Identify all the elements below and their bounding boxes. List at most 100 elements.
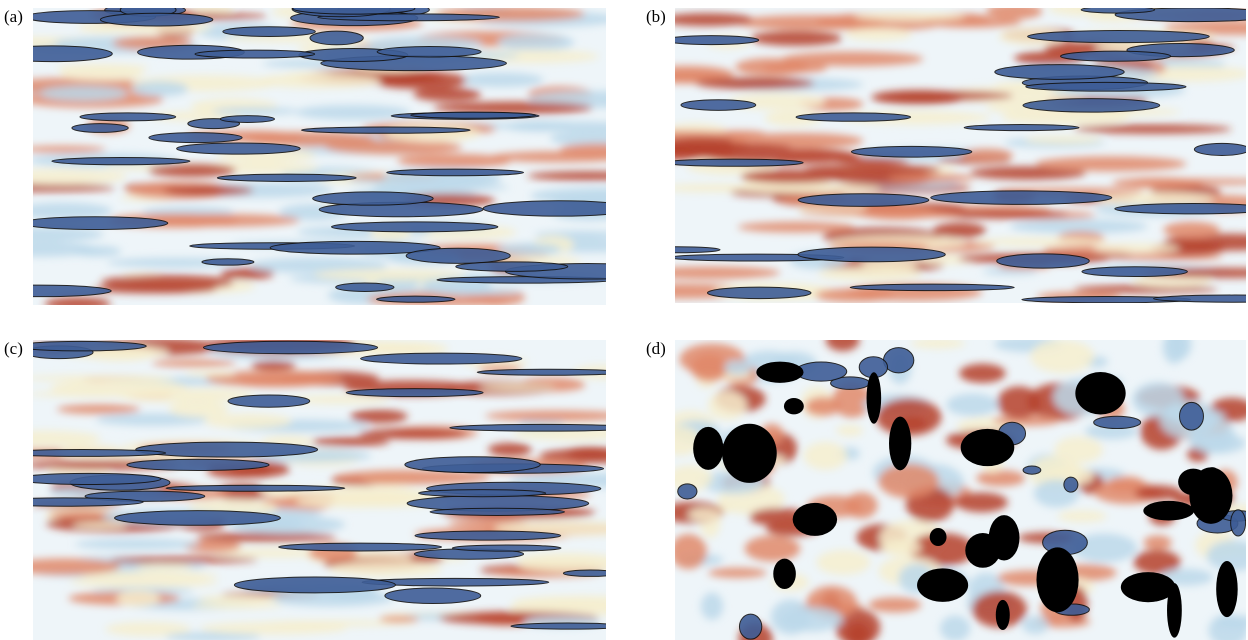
black-region — [722, 423, 777, 483]
field-blob — [836, 425, 864, 437]
field-blob — [996, 386, 1041, 419]
low-speed-streak — [165, 484, 346, 492]
field-blob — [723, 360, 752, 376]
field-blob — [433, 101, 593, 115]
panel-label: (a) — [4, 7, 23, 26]
field-blob — [910, 340, 966, 349]
field-blob — [550, 129, 606, 147]
low-speed-streak — [930, 190, 1113, 205]
field-blob — [695, 77, 815, 90]
black-region — [960, 428, 1015, 467]
field-blob — [183, 539, 242, 553]
field-blob — [328, 560, 443, 578]
field-blob — [48, 510, 117, 519]
low-speed-streak — [1025, 81, 1187, 92]
field-blob — [877, 91, 1014, 101]
field-blob — [946, 393, 999, 417]
low-speed-streak — [216, 173, 357, 182]
low-speed-streak — [795, 112, 912, 122]
field-blob — [1001, 108, 1130, 126]
low-speed-streak — [79, 112, 177, 122]
low-speed-streak — [269, 240, 441, 255]
field-blob — [880, 539, 922, 556]
low-speed-streak — [309, 30, 364, 46]
field-blob — [815, 288, 894, 303]
field-blob — [1035, 156, 1187, 172]
field-panel — [33, 8, 606, 305]
black-region — [889, 416, 912, 471]
black-region — [1216, 561, 1238, 618]
field-blob — [764, 109, 822, 127]
field-blob — [74, 538, 201, 550]
low-speed-streak — [418, 489, 547, 498]
black-region — [773, 558, 796, 589]
field-blob — [56, 404, 141, 415]
field-blob — [749, 30, 843, 46]
low-speed-streak — [1081, 266, 1188, 278]
low-speed-streak — [850, 145, 973, 158]
field-blob — [878, 463, 940, 499]
low-speed-streak — [278, 542, 443, 552]
field-blob — [33, 375, 177, 382]
field-blob — [105, 621, 192, 637]
field-blob — [1150, 241, 1226, 256]
panel-label: (c) — [4, 339, 23, 358]
field-blob — [1133, 549, 1181, 575]
low-speed-streak — [33, 449, 167, 457]
field-blob — [1057, 510, 1107, 523]
field-blob — [504, 120, 573, 132]
field-blob — [203, 413, 292, 429]
field-blob — [81, 571, 219, 579]
low-speed-streak — [148, 132, 243, 144]
field-blob — [1024, 136, 1103, 144]
low-speed-streak — [194, 49, 316, 59]
field-blob — [762, 62, 828, 74]
low-speed-streak — [410, 111, 537, 119]
low-speed-streak — [677, 483, 698, 500]
field-blob — [33, 168, 127, 185]
low-speed-streak — [99, 12, 214, 27]
field-blob — [1160, 568, 1213, 586]
field-blob — [982, 268, 1039, 275]
field-blob — [242, 131, 375, 147]
field-blob — [358, 428, 468, 440]
black-region — [995, 599, 1010, 630]
field-blob — [131, 81, 189, 97]
field-blob — [1071, 533, 1137, 563]
field-blob — [33, 202, 112, 220]
field-blob — [72, 521, 128, 529]
field-blob — [831, 382, 872, 418]
field-blob — [688, 507, 722, 522]
field-blob — [708, 567, 767, 578]
field-blob — [1143, 535, 1172, 551]
field-blob — [496, 243, 562, 256]
low-speed-streak — [33, 216, 169, 230]
field-blob — [518, 557, 606, 573]
low-speed-streak — [126, 458, 270, 471]
field-blob — [805, 396, 841, 416]
low-speed-streak — [1178, 401, 1204, 431]
field-blob — [295, 104, 411, 120]
low-speed-streak — [376, 46, 482, 58]
field-blob — [803, 441, 848, 470]
low-speed-streak — [345, 388, 484, 398]
field-blob — [1073, 124, 1232, 134]
black-region — [756, 361, 804, 383]
low-speed-streak — [219, 115, 275, 123]
black-region — [1189, 467, 1233, 524]
black-region — [783, 398, 804, 415]
low-speed-streak — [429, 507, 565, 516]
field-blob — [700, 592, 724, 620]
low-speed-streak — [1114, 203, 1246, 215]
field-blob — [817, 266, 923, 282]
low-speed-streak — [1060, 50, 1172, 62]
field-blob — [1163, 221, 1220, 239]
field-blob — [151, 359, 237, 367]
low-speed-streak — [1230, 509, 1246, 537]
low-speed-streak — [33, 340, 147, 352]
field-blob — [33, 430, 101, 447]
black-region — [693, 426, 724, 470]
low-speed-streak — [202, 340, 379, 355]
low-speed-streak — [675, 35, 760, 46]
